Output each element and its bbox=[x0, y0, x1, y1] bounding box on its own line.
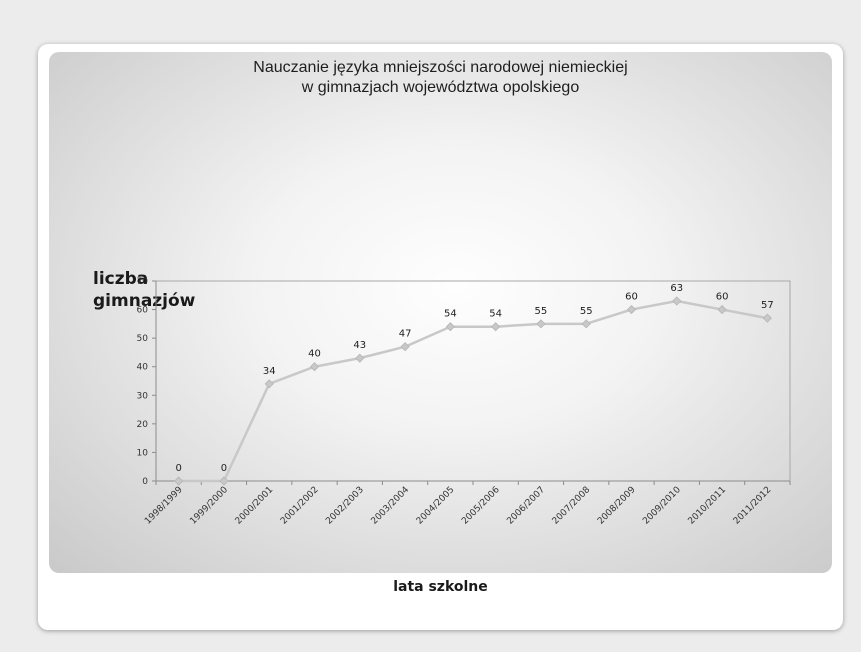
y-axis-title: liczba gimnazjów bbox=[93, 268, 195, 312]
data-label-8: 55 bbox=[535, 306, 548, 317]
data-point-8 bbox=[536, 319, 546, 329]
line-chart: 0 10 20 30 40 50 60 70 1998/1999 1999/2000 2000/20… bbox=[137, 277, 791, 527]
x-tick-label-6: 2004/2005 bbox=[415, 485, 457, 527]
x-tick-label-5: 2003/2004 bbox=[370, 485, 412, 527]
data-label-1: 0 bbox=[221, 463, 227, 474]
x-tick-label-7: 2005/2006 bbox=[460, 485, 502, 527]
y-axis-title-line-1: liczba bbox=[93, 269, 149, 289]
chart-panel: Nauczanie języka mniejszości narodowej n… bbox=[49, 52, 832, 573]
data-point-1 bbox=[219, 476, 229, 486]
x-tick-label-2: 2000/2001 bbox=[234, 485, 276, 527]
x-tick-label-0: 1998/1999 bbox=[143, 485, 185, 527]
data-point-6 bbox=[445, 322, 455, 332]
data-label-9: 55 bbox=[580, 306, 593, 317]
x-tick-label-13: 2011/2012 bbox=[732, 485, 774, 527]
data-point-11 bbox=[672, 296, 682, 306]
series-line bbox=[178, 299, 768, 483]
y-tick-label-60: 60 bbox=[137, 306, 149, 316]
data-point-2 bbox=[264, 379, 274, 389]
plot-area-border bbox=[155, 280, 791, 482]
data-label-7: 54 bbox=[489, 309, 502, 320]
y-tick-label-50: 50 bbox=[137, 334, 149, 344]
data-point-7 bbox=[491, 322, 501, 332]
x-tick-label-11: 2009/2010 bbox=[641, 485, 683, 527]
x-tick-label-3: 2001/2002 bbox=[279, 485, 321, 527]
data-point-13 bbox=[762, 313, 772, 323]
x-tick-label-1: 1999/2000 bbox=[188, 485, 230, 527]
x-tick-label-12: 2010/2011 bbox=[687, 485, 729, 527]
chart-card: Nauczanie języka mniejszości narodowej n… bbox=[38, 44, 843, 630]
y-tick-label-40: 40 bbox=[137, 363, 149, 373]
chart-title: Nauczanie języka mniejszości narodowej n… bbox=[49, 58, 832, 98]
data-label-13: 57 bbox=[761, 300, 774, 311]
x-tick-label-10: 2008/2009 bbox=[596, 485, 638, 527]
y-axis-title-line-2: gimnazjów bbox=[93, 291, 196, 311]
data-label-12: 60 bbox=[716, 292, 729, 303]
data-point-0 bbox=[174, 476, 184, 486]
data-point-9 bbox=[581, 319, 591, 329]
x-tick-label-9: 2007/2008 bbox=[551, 485, 593, 527]
y-tick-label-0: 0 bbox=[142, 477, 148, 487]
data-label-0: 0 bbox=[175, 463, 181, 474]
data-point-5 bbox=[400, 342, 410, 352]
data-label-5: 47 bbox=[399, 329, 412, 340]
data-label-2: 34 bbox=[263, 366, 276, 377]
data-label-3: 40 bbox=[308, 349, 321, 360]
data-label-4: 43 bbox=[353, 340, 366, 351]
data-point-3 bbox=[309, 362, 320, 372]
y-tick-label-20: 20 bbox=[137, 420, 149, 430]
y-tick-label-10: 10 bbox=[137, 448, 149, 458]
x-axis-title: lata szkolne bbox=[393, 579, 488, 595]
y-tick-label-70: 70 bbox=[137, 277, 149, 287]
data-point-12 bbox=[717, 305, 727, 315]
chart-title-line-1: Nauczanie języka mniejszości narodowej n… bbox=[253, 59, 628, 76]
data-label-6: 54 bbox=[444, 309, 457, 320]
data-point-4 bbox=[355, 353, 365, 363]
data-point-10 bbox=[626, 305, 637, 315]
x-tick-label-4: 2002/2003 bbox=[324, 485, 366, 527]
y-tick-label-30: 30 bbox=[137, 391, 149, 401]
chart-title-line-2: w gimnazjach województwa opolskiego bbox=[301, 79, 580, 96]
data-label-10: 60 bbox=[625, 292, 638, 303]
data-label-11: 63 bbox=[670, 283, 683, 294]
x-tick-label-8: 2006/2007 bbox=[505, 485, 547, 527]
